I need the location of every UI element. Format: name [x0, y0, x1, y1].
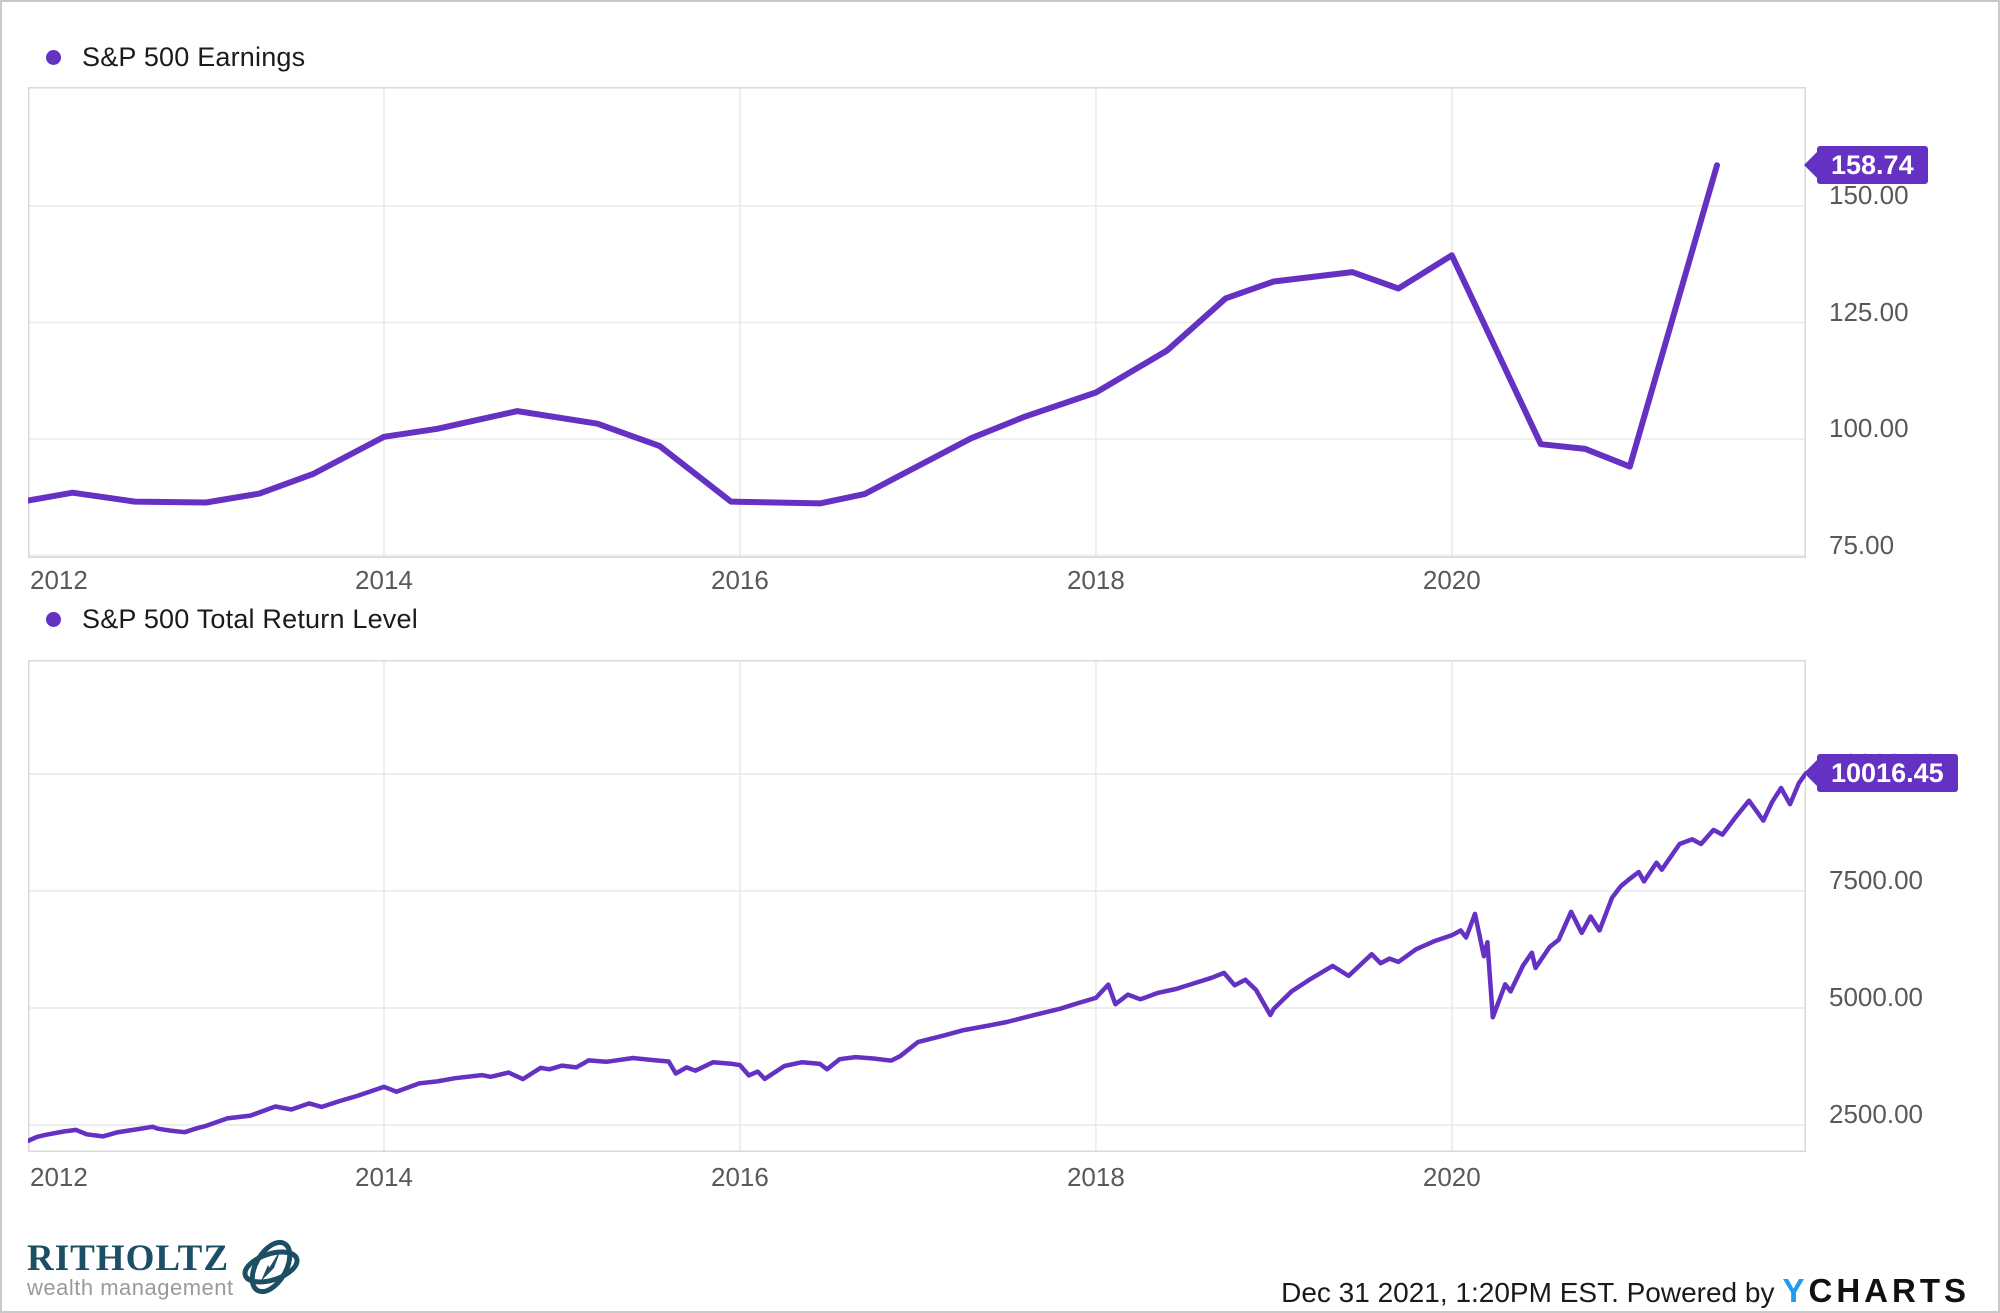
y-axis-label: 5000.00: [1829, 981, 1923, 1012]
x-axis-label: 2012: [30, 1162, 88, 1192]
ycharts-logo-charts: CHARTS: [1808, 1272, 1970, 1309]
legend-total-return: S&P 500 Total Return Level: [46, 602, 418, 636]
y-axis-label: 2500.00: [1829, 1098, 1923, 1129]
last-value-tag: 10016.45: [1804, 754, 1958, 793]
x-axis-label: 2014: [355, 565, 413, 595]
earnings-series-dot-icon: [46, 49, 61, 65]
plot-area[interactable]: [28, 87, 1806, 558]
last-value-tag: 158.74: [1804, 146, 1928, 185]
x-axis-label: 2018: [1066, 565, 1125, 595]
ritholtz-wordmark: RITHOLTZ: [27, 1238, 229, 1279]
legend-earnings-label: S&P 500 Earnings: [82, 41, 306, 72]
y-axis-label: 125.00: [1829, 296, 1909, 327]
ritholtz-logo: RITHOLTZ wealth management: [27, 1240, 304, 1301]
compass-logo-icon: [238, 1238, 304, 1301]
x-axis-label: 2016: [710, 565, 769, 595]
plot-area[interactable]: [28, 660, 1806, 1152]
timestamp: Dec 31 2021, 1:20PM EST. Powered by: [1281, 1277, 1775, 1308]
x-axis-label: 2014: [355, 1162, 413, 1192]
earnings-line: [28, 162, 1720, 507]
x-axis-label: 2020: [1422, 565, 1481, 595]
x-axis-label: 2018: [1066, 1162, 1125, 1192]
total-return-series-dot-icon: [46, 611, 61, 627]
ycharts-logo-y: Y: [1782, 1272, 1809, 1309]
y-axis-label: 150.00: [1829, 179, 1909, 210]
legend-total-return-label: S&P 500 Total Return Level: [82, 603, 418, 634]
y-axis-label: 100.00: [1829, 413, 1909, 444]
ritholtz-subtitle: wealth management: [27, 1275, 234, 1300]
x-axis-label: 2012: [30, 565, 88, 595]
footer-attribution: Dec 31 2021, 1:20PM EST. Powered by YCHA…: [1281, 1272, 1970, 1310]
legend-earnings: S&P 500 Earnings: [46, 40, 305, 74]
x-axis-label: 2016: [710, 1162, 769, 1192]
total-return-line: [28, 770, 1806, 1144]
y-axis-label: 7500.00: [1829, 864, 1923, 895]
x-axis-label: 2020: [1422, 1162, 1481, 1192]
y-axis-label: 75.00: [1829, 529, 1895, 560]
ycharts-logo: YCHARTS: [1782, 1272, 1970, 1310]
